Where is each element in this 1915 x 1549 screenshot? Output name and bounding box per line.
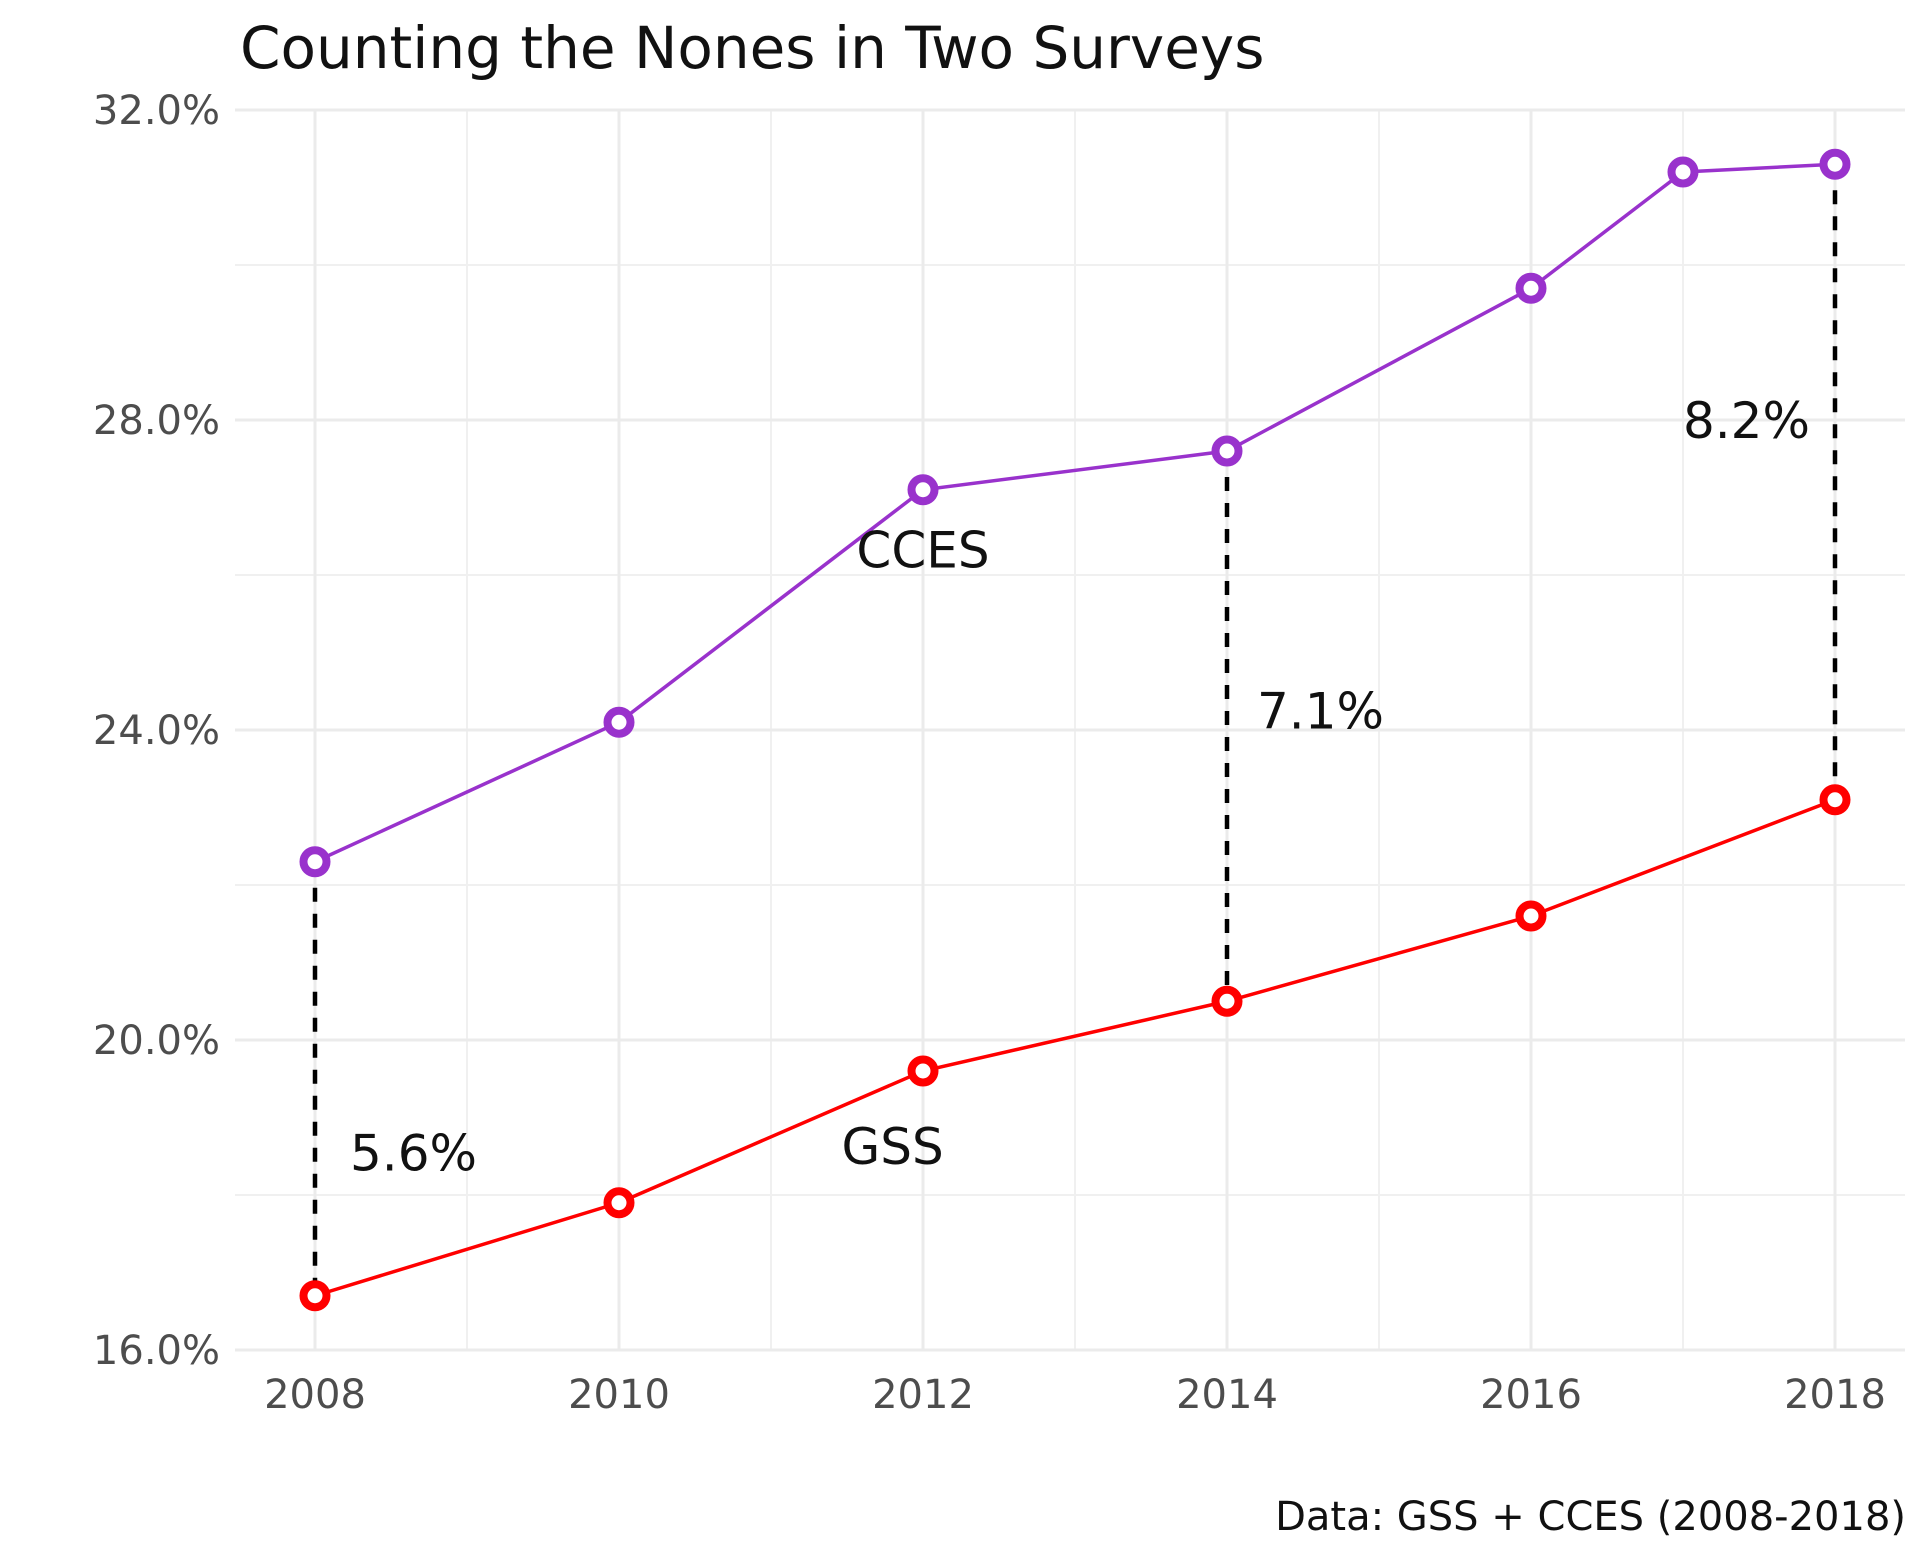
annotations: CCES GSS 5.6% 7.1% 8.2% xyxy=(350,392,1810,1182)
data-point-cces xyxy=(299,846,331,878)
chart-caption: Data: GSS + CCES (2008-2018) xyxy=(1275,1494,1906,1540)
gap-label-2014: 7.1% xyxy=(1257,683,1384,741)
x-tick-label: 2008 xyxy=(264,1372,366,1418)
data-point-cces xyxy=(907,474,939,506)
data-point-cces xyxy=(1211,435,1243,467)
data-point-cces xyxy=(1667,156,1699,188)
data-point-cces xyxy=(1819,148,1851,180)
y-tick-label: 24.0% xyxy=(93,708,220,754)
series-line-gss xyxy=(314,798,1836,1298)
x-tick-label: 2012 xyxy=(872,1372,974,1418)
gap-connectors xyxy=(312,164,1838,1296)
series-label-cces: CCES xyxy=(856,521,989,579)
gap-label-2008: 5.6% xyxy=(350,1124,477,1182)
gap-label-2018: 8.2% xyxy=(1683,392,1810,450)
x-tick-label: 2014 xyxy=(1176,1372,1278,1418)
data-point-gss xyxy=(907,1055,939,1087)
series-label-gss: GSS xyxy=(841,1118,943,1176)
series xyxy=(299,148,1851,1312)
y-tick-label: 28.0% xyxy=(93,398,220,444)
series-gss xyxy=(299,784,1851,1312)
data-point-gss xyxy=(1211,985,1243,1017)
y-tick-label: 16.0% xyxy=(93,1328,220,1374)
data-point-cces xyxy=(603,706,635,738)
y-axis-ticks: 16.0% 20.0% 24.0% 28.0% 32.0% xyxy=(93,88,220,1374)
grid xyxy=(235,108,1905,1352)
y-tick-label: 20.0% xyxy=(93,1018,220,1064)
x-tick-label: 2018 xyxy=(1784,1372,1886,1418)
chart-title: Counting the Nones in Two Surveys xyxy=(240,14,1264,82)
data-point-gss xyxy=(299,1280,331,1312)
data-point-gss xyxy=(1515,900,1547,932)
series-cces xyxy=(299,148,1851,878)
data-point-gss xyxy=(603,1187,635,1219)
y-tick-label: 32.0% xyxy=(93,88,220,134)
data-point-cces xyxy=(1515,272,1547,304)
x-tick-label: 2010 xyxy=(568,1372,670,1418)
data-point-gss xyxy=(1819,784,1851,816)
x-axis-ticks: 2008 2010 2012 2014 2016 2018 xyxy=(264,1372,1886,1418)
x-tick-label: 2016 xyxy=(1480,1372,1582,1418)
